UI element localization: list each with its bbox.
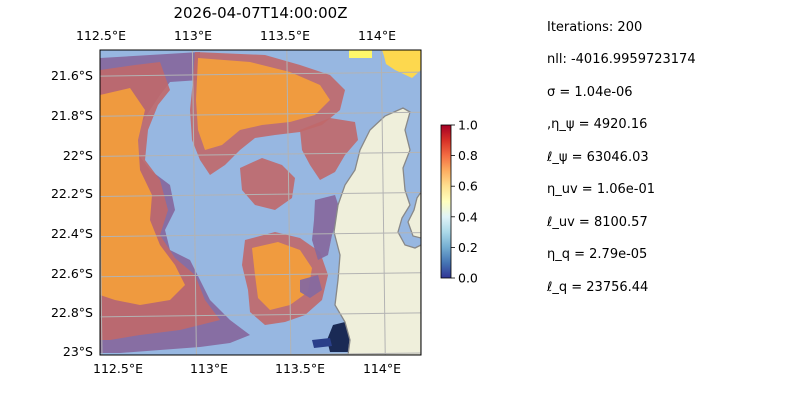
field-low-dark-2 [312, 338, 332, 348]
info-eta-uv: η_uv = 1.06e-01 [547, 182, 656, 197]
land-inlet [407, 190, 421, 239]
colorbar-ticklabel-3: 0.6 [458, 179, 478, 194]
lat-ticks-left: 21.6°S 21.8°S 22°S 22.2°S 22.4°S 22.6°S 22.8°S… [51, 68, 93, 359]
field-low-dark [327, 322, 350, 352]
gridline-lat-2 [100, 151, 421, 157]
info-ell-uv: ℓ_uv = 8100.57 [547, 215, 648, 230]
field-top-right-high [349, 50, 372, 58]
colorbar-ticklabel-4: 0.8 [458, 148, 478, 163]
map-frame [99, 49, 422, 356]
field-coast-low [312, 195, 340, 260]
lon-ticks-top: 112.5°E 113°E 113.5°E 114°E [76, 28, 396, 43]
info-ell-q: ℓ_q = 23756.44 [547, 280, 649, 295]
gridline-lon-1 [191, 50, 197, 355]
gridline-lat-1 [100, 111, 421, 117]
field-north-high [196, 58, 330, 150]
colorbar-ticklabel-5: 1.0 [458, 118, 478, 133]
lat-tick-0: 21.6°S [51, 68, 93, 83]
lon-tick-top-3: 114°E [358, 28, 396, 43]
gridline-lat-5 [100, 272, 421, 278]
map-gridlines [100, 50, 421, 355]
field-northeast-mid [300, 118, 358, 180]
gridline-lat-3 [100, 191, 421, 197]
colorbar-ticklabel-1: 0.2 [458, 240, 478, 255]
map-title: 2026-04-07T14:00:00Z [173, 4, 348, 22]
field-south-high [252, 242, 312, 310]
gridline-lat-7 [220, 352, 421, 355]
colorbar-ticklabel-0: 0.0 [458, 271, 478, 286]
colorbar-gradient [440, 124, 452, 279]
lat-tick-6: 22.8°S [51, 305, 93, 320]
lon-tick-top-0: 112.5°E [76, 28, 126, 43]
map-area[interactable] [98, 50, 421, 357]
lon-tick-bottom-2: 113.5°E [275, 361, 325, 376]
colorbar-ticks: 0.0 0.2 0.4 0.6 0.8 1.0 [451, 118, 478, 286]
lat-tick-7: 23°S [63, 344, 93, 359]
land-mass [333, 107, 421, 355]
info-sigma: σ = 1.04e-06 [547, 85, 633, 100]
colorbar: 0.0 0.2 0.4 0.6 0.8 1.0 [440, 118, 478, 286]
field-center-mid [240, 158, 295, 210]
lon-tick-top-1: 113°E [174, 28, 212, 43]
lat-tick-4: 22.4°S [51, 226, 93, 241]
colorbar-ticklabel-2: 0.4 [458, 209, 478, 224]
lon-tick-bottom-3: 114°E [363, 361, 401, 376]
info-iterations: Iterations: 200 [547, 20, 643, 35]
gridline-lat-4 [100, 232, 421, 238]
gridline-lat-6 [100, 312, 421, 318]
lon-tick-top-2: 113.5°E [260, 28, 310, 43]
info-nll: nll: -4016.9959723174 [547, 52, 696, 67]
lon-tick-bottom-0: 112.5°E [93, 361, 143, 376]
gridline-lon-0 [100, 164, 103, 355]
lon-ticks-bottom: 112.5°E 113°E 113.5°E 114°E [93, 361, 401, 376]
lon-tick-bottom-1: 113°E [190, 361, 228, 376]
lat-tick-5: 22.6°S [51, 266, 93, 281]
gridline-lon-2 [286, 50, 292, 355]
info-eta-psi: ,η_ψ = 4920.16 [547, 117, 648, 132]
data-field [100, 50, 421, 353]
gridline-lat-0 [100, 71, 421, 77]
gridline-lon-3 [380, 50, 386, 355]
lat-tick-2: 22°S [63, 148, 93, 163]
field-top-right-high-2 [382, 50, 421, 78]
field-west-high [100, 88, 185, 305]
lat-tick-1: 21.8°S [51, 108, 93, 123]
lat-tick-3: 22.2°S [51, 186, 93, 201]
info-eta-q: η_q = 2.79e-05 [547, 247, 648, 262]
info-ell-psi: ℓ_ψ = 63046.03 [547, 150, 649, 165]
field-southeast-low [300, 275, 322, 298]
